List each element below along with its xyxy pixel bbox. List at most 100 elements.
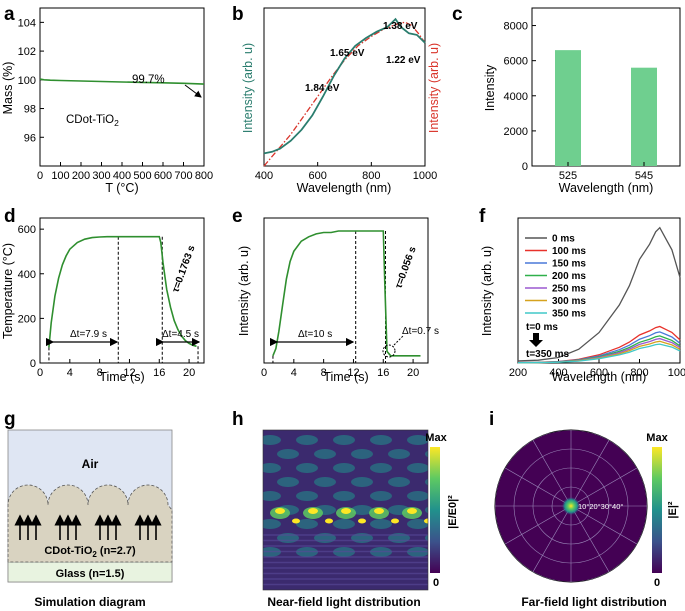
series-line-intensity [272, 230, 421, 357]
plot-frame-c [531, 7, 681, 167]
y-tick-label: 6000 [504, 56, 528, 68]
axis-ticks-c: 0 2000 4000 6000 8000 [504, 21, 536, 173]
field-lobe [333, 463, 355, 473]
colorbar-h [430, 447, 440, 573]
x-axis-label-d: Time (s) [99, 370, 144, 384]
plot-frame-a [39, 7, 205, 167]
down-arrow-icon [529, 333, 543, 347]
plot-frame-f [517, 217, 681, 364]
field-lobe [407, 491, 428, 501]
field-lobe [263, 463, 281, 473]
field-lobe [388, 477, 410, 487]
field-hotspot-core [308, 508, 318, 514]
field-hotspot-minor [358, 518, 366, 524]
x-axis-label-b: Wavelength (nm) [297, 181, 392, 195]
x-tick-label: 4 [291, 367, 297, 379]
x-tick-label: 800 [195, 170, 213, 182]
legend-label-350-ms: 350 ms [552, 309, 586, 320]
series-line-measured [263, 17, 426, 155]
y-tick-label: 0 [522, 161, 528, 173]
field-hotspot-minor [424, 518, 428, 524]
sim-air-label: Air [82, 457, 99, 471]
y-axis-label-b-left: Intensity (arb. u) [241, 43, 255, 133]
series-line-fit [263, 21, 426, 167]
delta-label-d2: Δt=4.5 s [162, 329, 199, 340]
field-lobe [425, 506, 428, 514]
series-line-350-ms [517, 343, 681, 364]
arrow-label-bottom: t=350 ms [526, 349, 570, 360]
caption-h: Near-field light distribution [267, 595, 420, 609]
field-hotspot-core [275, 508, 285, 514]
x-axis-label-e: Time (s) [323, 370, 368, 384]
field-lobe [296, 491, 318, 501]
axis-ticks-f: 200 400 600 800 1000 [509, 359, 685, 379]
polar-spoke [570, 505, 637, 545]
delta-label-e1: Δt=10 s [298, 329, 332, 340]
panel-e: e 0 4 8 12 16 20 Δt=10 s Δt=0.7 s τ=0.056 s T… [232, 206, 439, 384]
x-tick-label: 8 [321, 367, 327, 379]
arrow-label-top: t=0 ms [526, 322, 558, 333]
tau-label-e: τ=0.056 s [393, 245, 418, 290]
field-lobe [351, 477, 373, 487]
x-tick-label: 1000 [668, 367, 685, 379]
x-tick-label: 16 [377, 367, 389, 379]
polar-spoke [570, 505, 610, 572]
far-field-spot [562, 497, 580, 515]
y-tick-label: 100 [18, 75, 36, 87]
panel-g: g Air CDot-TiO2 (n=2.7) Glass (n=1.5) Si… [4, 409, 173, 609]
field-lobe [370, 435, 392, 445]
field-lobe [277, 477, 299, 487]
x-tick-label: 0 [37, 367, 43, 379]
series-line-0-ms [517, 226, 681, 362]
field-hotspot-minor [391, 518, 399, 524]
y-tick-label: 98 [24, 104, 36, 116]
annotation-99-7: 99.7% [132, 74, 165, 86]
peak-label-1-38: 1.38 eV [383, 21, 418, 32]
x-tick-label: 800 [630, 367, 648, 379]
delta-label-e2: Δt=0.7 s [402, 326, 439, 337]
field-lobe [407, 519, 428, 529]
y-tick-label: 104 [18, 17, 36, 29]
dashed-markers-e [272, 231, 387, 363]
sim-layer-label: CDot-TiO2 (n=2.7) [44, 545, 136, 559]
field-lobe [370, 491, 392, 501]
field-lobe [388, 449, 410, 459]
caption-g: Simulation diagram [34, 595, 145, 609]
field-lobe [263, 519, 281, 529]
y-axis-label-c: Intensity [483, 64, 497, 111]
x-tick-label: 400 [549, 367, 567, 379]
peak-label-1-22: 1.22 eV [386, 55, 421, 66]
x-tick-label: 200 [509, 367, 527, 379]
field-lobe [333, 435, 355, 445]
panel-label-e: e [232, 206, 243, 227]
polar-spoke [570, 467, 637, 507]
axis-ticks-b: 400 600 800 1000 [255, 162, 437, 182]
panel-label-d: d [4, 206, 16, 227]
field-lobe [351, 449, 373, 459]
x-tick-label: 600 [590, 367, 608, 379]
x-tick-label-525: 525 [559, 170, 577, 182]
near-field-map [263, 430, 428, 590]
field-lobe [296, 463, 318, 473]
field-hotspot-core [407, 508, 417, 514]
panel-label-g: g [4, 409, 16, 430]
field-lobe [370, 519, 392, 529]
y-axis-label-f: Intensity (arb. u) [480, 246, 494, 336]
field-lobe [296, 435, 318, 445]
peak-label-1-84: 1.84 eV [305, 83, 340, 94]
colorbar-max-h: Max [425, 432, 447, 444]
y-tick-label: 200 [18, 313, 36, 325]
series-line-temperature [48, 235, 197, 348]
polar-tick-labels: 10°20°30°40° [578, 502, 623, 511]
peak-label-1-65: 1.65 eV [330, 48, 365, 59]
legend-label-150-ms: 150 ms [552, 259, 586, 270]
sim-glass-label: Glass (n=1.5) [56, 568, 125, 580]
colorbar-min-i: 0 [654, 577, 660, 589]
x-axis-label-a: T (°C) [105, 181, 138, 195]
colorbar-i [652, 447, 662, 573]
tau-label-d: τ=0.1763 s [170, 244, 197, 294]
